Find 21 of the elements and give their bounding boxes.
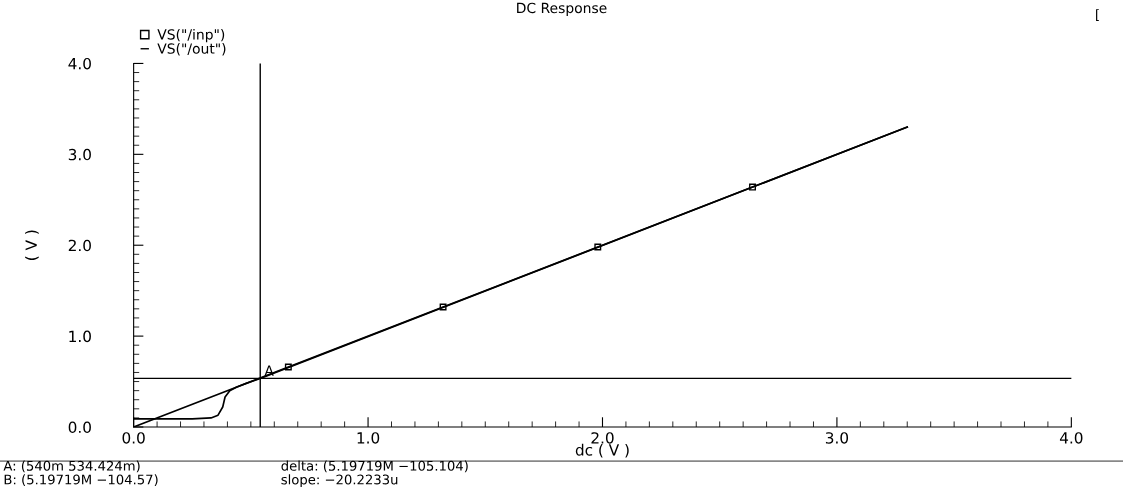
x-tick-label: 0.0 [122,432,145,444]
y-axis-title: ( V ) [25,230,39,260]
legend-label: VS("/out") [157,43,226,56]
text: delta: (5.19719M −105.104) [281,460,468,473]
chart-title: DC Response [517,2,607,16]
text: [ [1096,9,1099,21]
x-tick-label: 3.0 [825,432,849,444]
y-tick-label: 4.0 [68,57,91,70]
y-tick-label: 0.0 [68,421,91,434]
y-tick-label: 3.0 [68,148,91,161]
y-tick-label: 1.0 [69,330,91,343]
annotation: A [264,365,274,376]
text: B: (5.19719M −104.57) [4,474,158,487]
text: A: (540m 534.424m) [3,460,140,473]
x-tick-label: 4.0 [1059,432,1083,444]
x-tick-label: 2.0 [591,432,614,444]
text: slope: −20.2233u [281,474,398,488]
legend-label: VS("/inp") [157,28,225,43]
y-tick-label: 2.0 [68,239,91,252]
x-axis-title: dc ( V ) [575,443,629,458]
x-tick-label: 1.0 [357,432,380,444]
